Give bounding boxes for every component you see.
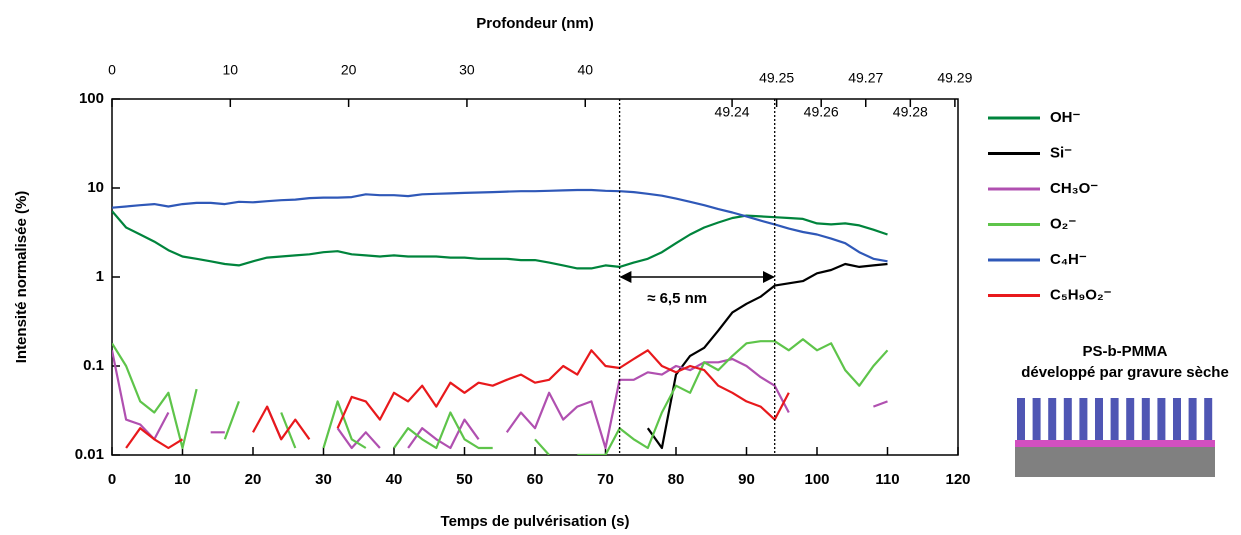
series-line [112,188,888,263]
inset-subtitle: développé par gravure sèche [1021,364,1229,381]
legend-label: Si⁻ [1050,144,1072,161]
x-tick-label: 0 [108,471,116,488]
legend-label: C₅H₉O₂⁻ [1050,286,1112,303]
x-tick-label: 80 [668,471,685,488]
x-tick-label: 40 [386,471,403,488]
y-tick-label: 0.1 [83,357,104,374]
y-tick-label: 10 [87,179,104,196]
x2-axis-title: Profondeur (nm) [476,15,594,32]
legend-label: OH⁻ [1050,109,1081,126]
series-line [646,262,888,450]
inset-drawing [1015,398,1215,477]
x2-tick-label: 0 [108,62,116,78]
x-tick-label: 50 [456,471,473,488]
series-line [112,338,889,455]
x2-tick-label: 49.25 [759,70,794,86]
x2-tick-label: 49.28 [893,104,928,120]
x-tick-label: 30 [315,471,332,488]
x-tick-label: 10 [174,471,191,488]
legend-label: C₄H⁻ [1050,251,1087,268]
annotation-text: ≈ 6,5 nm [647,290,707,307]
x2-tick-label: 49.29 [937,70,972,86]
x2-tick-label: 20 [341,62,357,78]
plot-lines [112,188,889,455]
x2-tick-label: 49.24 [715,104,750,120]
x-tick-label: 90 [738,471,755,488]
x2-tick-label: 40 [577,62,593,78]
x2-tick-label: 10 [223,62,239,78]
x-tick-label: 100 [804,471,829,488]
y-tick-label: 0.01 [75,446,104,463]
x-tick-label: 60 [527,471,544,488]
y-tick-label: 100 [79,90,104,107]
x2-tick-label: 49.26 [804,104,839,120]
x-axis-title: Temps de pulvérisation (s) [441,513,630,530]
series-line [112,210,888,270]
x2-tick-label: 30 [459,62,475,78]
legend-label: CH₃O⁻ [1050,180,1098,197]
legend-label: O₂⁻ [1050,215,1076,232]
x-tick-label: 110 [875,471,899,488]
x-tick-label: 20 [245,471,262,488]
inset-title: PS-b-PMMA [1083,343,1168,360]
series-line [112,350,888,450]
y-axis-title: Intensité normalisée (%) [13,191,30,364]
y-tick-label: 1 [96,268,104,285]
x-tick-label: 70 [597,471,614,488]
series-line [126,350,817,448]
x2-tick-label: 49.27 [848,70,883,86]
x-tick-label: 120 [945,471,970,488]
